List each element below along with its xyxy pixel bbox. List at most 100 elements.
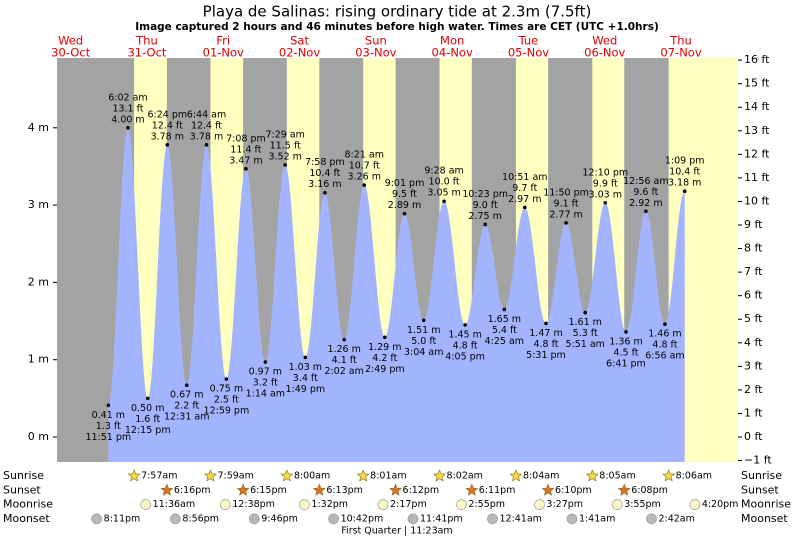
event-time: 8:06am bbox=[676, 471, 712, 482]
tide-time: 3:04 am bbox=[404, 347, 443, 358]
tide-time: 7:58 pm bbox=[305, 157, 345, 168]
plot-area bbox=[57, 58, 738, 462]
day-date: 31-Oct bbox=[127, 46, 166, 60]
tide-height-m: 3.78 m bbox=[151, 131, 184, 142]
day-date: 07-Nov bbox=[660, 46, 701, 60]
tide-height-ft: 4.1 ft bbox=[332, 355, 357, 366]
event-icon bbox=[219, 499, 231, 510]
tide-point bbox=[583, 310, 587, 315]
tide-height-m: 1.45 m bbox=[448, 329, 481, 340]
tide-time: 8:21 am bbox=[345, 150, 384, 161]
tide-time: 10:51 am bbox=[502, 172, 547, 183]
tide-time: 6:56 am bbox=[645, 351, 684, 362]
tide-point bbox=[502, 307, 507, 312]
event-icon bbox=[433, 469, 446, 482]
day-weekday: Sat bbox=[290, 34, 309, 48]
event-time: 6:12pm bbox=[403, 485, 440, 496]
y-tick-label: 1 m bbox=[28, 353, 49, 366]
tide-time: 1:14 am bbox=[246, 389, 285, 400]
tide-area bbox=[108, 127, 685, 462]
y2-tick-label: 15 ft bbox=[744, 77, 770, 90]
day-weekday: Mon bbox=[440, 34, 464, 48]
tide-height-ft: 11.5 ft bbox=[270, 140, 301, 151]
event-time: 2:55pm bbox=[468, 499, 505, 510]
day-weekday: Tue bbox=[518, 34, 539, 48]
event-icon bbox=[280, 469, 294, 482]
tide-time: 11:50 pm bbox=[543, 187, 589, 198]
day-date: 06-Nov bbox=[584, 46, 625, 60]
event-icon bbox=[689, 499, 701, 510]
y2-tick-label: 3 ft bbox=[744, 359, 763, 372]
y2-tick-label: −1 ft bbox=[744, 454, 772, 467]
tide-height-ft: 12.4 ft bbox=[152, 120, 183, 131]
event-icon bbox=[566, 513, 578, 525]
event-time: 8:05am bbox=[599, 471, 635, 482]
tide-point bbox=[544, 321, 548, 326]
tide-height-ft: 4.8 ft bbox=[453, 340, 478, 351]
day-date: 03-Nov bbox=[355, 46, 396, 60]
event-time: 6:16pm bbox=[174, 485, 211, 496]
event-time: 3:55pm bbox=[624, 499, 661, 510]
tide-time: 4:05 pm bbox=[445, 351, 485, 362]
day-date: 04-Nov bbox=[432, 46, 473, 60]
tide-height-m: 1.47 m bbox=[529, 328, 562, 339]
tide-point bbox=[323, 190, 327, 195]
tide-height-m: 3.03 m bbox=[589, 189, 622, 200]
tide-time: 7:08 pm bbox=[226, 133, 266, 144]
tide-height-ft: 12.4 ft bbox=[191, 120, 222, 131]
event-time: 11:36am bbox=[153, 499, 195, 510]
tide-time: 12:15 pm bbox=[125, 425, 171, 436]
event-icon bbox=[299, 499, 310, 510]
y2-tick-label: 6 ft bbox=[744, 289, 763, 302]
chart-title: Playa de Salinas: rising ordinary tide a… bbox=[203, 3, 592, 21]
y2-tick-label: 13 ft bbox=[744, 124, 770, 137]
tide-point bbox=[303, 355, 308, 360]
tide-point bbox=[283, 163, 287, 167]
y-tick-label: 0 m bbox=[28, 430, 49, 443]
tide-height-m: 2.92 m bbox=[629, 198, 662, 209]
event-time: 6:11pm bbox=[479, 485, 516, 496]
tide-point bbox=[603, 200, 608, 205]
tide-height-m: 0.67 m bbox=[170, 390, 203, 401]
tide-height-m: 0.41 m bbox=[92, 410, 125, 421]
event-time: 11:41pm bbox=[420, 513, 463, 524]
y2-tick-label: 7 ft bbox=[744, 265, 763, 278]
tide-point bbox=[145, 396, 150, 401]
tide-height-ft: 2.5 ft bbox=[214, 395, 239, 406]
y2-tick-label: 1 ft bbox=[744, 406, 763, 419]
y2-tick-label: 16 ft bbox=[744, 53, 770, 66]
tide-point bbox=[126, 126, 130, 130]
tide-point bbox=[421, 318, 426, 323]
event-time: 6:08pm bbox=[631, 485, 668, 496]
tide-height-ft: 5.4 ft bbox=[492, 325, 517, 336]
event-icon bbox=[534, 499, 545, 510]
event-icon bbox=[160, 483, 174, 496]
tide-time: 5:31 pm bbox=[526, 350, 566, 361]
tide-time: 12:10 pm bbox=[582, 167, 628, 178]
event-time: 4:20pm bbox=[702, 499, 739, 510]
row-label: Sunrise bbox=[741, 469, 782, 482]
tide-height-ft: 4.2 ft bbox=[372, 353, 397, 364]
event-icon bbox=[662, 469, 676, 482]
tide-height-m: 4.00 m bbox=[111, 114, 144, 125]
tide-height-ft: 5.3 ft bbox=[573, 328, 598, 339]
tide-point bbox=[342, 337, 346, 342]
tide-point bbox=[663, 322, 667, 326]
tide-point bbox=[263, 360, 268, 364]
event-time: 3:27pm bbox=[546, 499, 583, 510]
tide-height-m: 2.97 m bbox=[508, 194, 541, 205]
event-time: 6:10pm bbox=[555, 485, 592, 496]
tide-height-m: 3.18 m bbox=[668, 178, 701, 189]
tide-time: 1:49 pm bbox=[286, 384, 326, 395]
tide-height-ft: 1.6 ft bbox=[135, 414, 160, 425]
event-icon bbox=[170, 513, 181, 525]
event-time: 7:59am bbox=[217, 471, 253, 482]
tide-point bbox=[522, 205, 527, 210]
tide-height-ft: 4.8 ft bbox=[652, 340, 677, 351]
tide-height-ft: 10.4 ft bbox=[309, 168, 340, 179]
event-icon bbox=[140, 499, 152, 510]
y-tick-label: 2 m bbox=[28, 275, 49, 288]
y-tick-label: 3 m bbox=[28, 198, 49, 211]
tide-height-m: 1.29 m bbox=[368, 342, 401, 353]
